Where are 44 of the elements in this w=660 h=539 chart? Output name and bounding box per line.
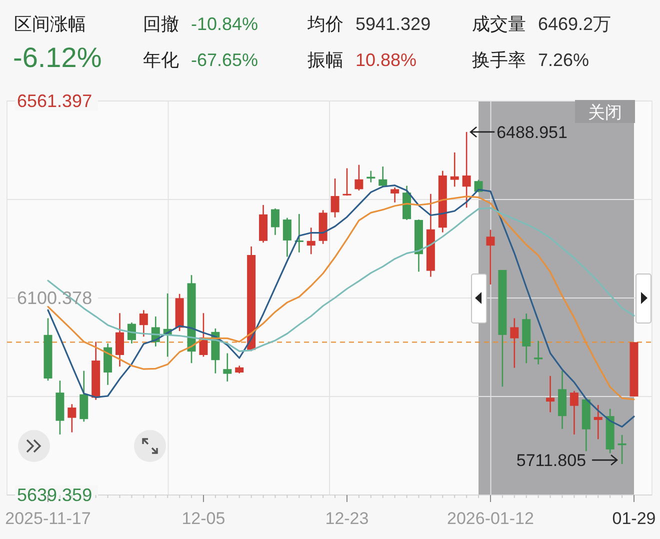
candlestick (223, 352, 232, 382)
x-tick-label: 2025-11-17 (5, 509, 91, 528)
candlestick (270, 208, 280, 236)
annotation: 5711.805 (516, 451, 586, 470)
x-tick-label: 01-29 (612, 509, 656, 528)
candlestick (330, 178, 340, 218)
text: 6469.2万 (538, 14, 612, 34)
candlestick (354, 164, 364, 192)
candlestick (390, 186, 400, 204)
candlestick (68, 403, 76, 433)
text: 成交量 (472, 14, 526, 34)
candlestick (116, 312, 124, 368)
candlestick (462, 131, 471, 208)
candlestick (570, 390, 578, 436)
candlestick (342, 168, 352, 196)
candlestick (450, 152, 459, 188)
text: -67.65% (191, 50, 258, 70)
x-tick-label: 12-23 (325, 509, 369, 528)
text: 换手率 (472, 50, 526, 70)
text: 均价 (306, 14, 344, 34)
candlestick (594, 404, 602, 440)
text: -10.84% (191, 14, 258, 34)
candlestick (546, 375, 555, 413)
y-tick-label: 6561.397 (17, 91, 92, 111)
text: 5941.329 (356, 14, 431, 34)
candlestick (282, 217, 292, 258)
y-tick-label: 5639.359 (17, 485, 92, 505)
text: 10.88% (356, 50, 417, 70)
annotation: 关闭 (588, 103, 622, 122)
text: 振幅 (308, 50, 344, 70)
candlestick (306, 227, 316, 255)
candlestick (534, 340, 543, 366)
x-tick-label: 2026-01-12 (447, 509, 534, 528)
candlestick (510, 318, 519, 368)
text: -6.12% (13, 42, 102, 73)
text: 年化 (143, 50, 179, 70)
text: 回撤 (143, 14, 179, 34)
candlestick (486, 229, 495, 286)
annotation: 6488.951 (496, 122, 568, 142)
candlestick (139, 309, 148, 338)
text: 区间涨幅 (14, 14, 86, 34)
candlestick (378, 166, 388, 188)
text: 7.26% (538, 50, 590, 70)
x-tick-label: 12-05 (182, 509, 226, 528)
